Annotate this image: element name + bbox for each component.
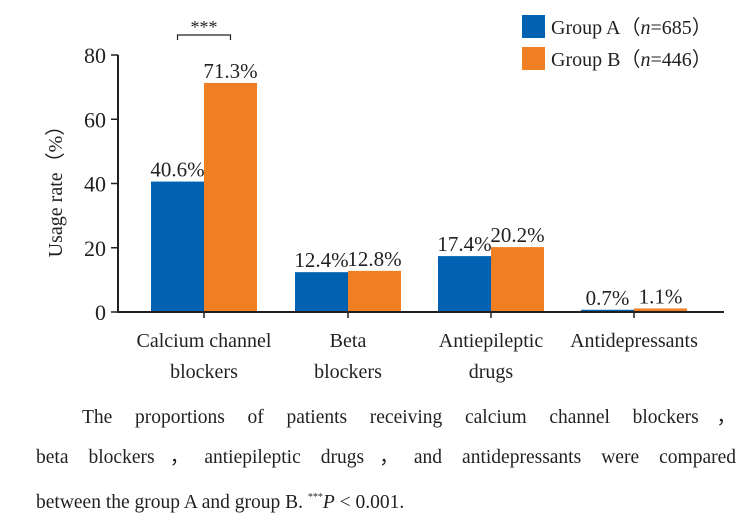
bar-group-a-1: [295, 272, 348, 312]
caption-line-3: between the group A and group B. ***P < …: [36, 478, 736, 523]
y-tick-label-60: 60: [84, 107, 106, 132]
bar-group-a-0: [151, 181, 204, 312]
data-label-group-a-2: 17.4%: [437, 232, 491, 256]
data-label-group-a-1: 12.4%: [294, 248, 348, 272]
bar-group-b-0: [204, 82, 257, 312]
bar-chart: 40.6% 12.4% 17.4% 0.7% 71.3% 12.8% 20.2% 1.1% 0 2…: [44, 15, 724, 383]
y-tick-label-40: 40: [84, 172, 106, 197]
bar-group-a-2: [438, 256, 491, 312]
x-category-label-2-1: drugs: [469, 361, 514, 383]
x-category-label-1-0: Beta: [330, 330, 367, 352]
data-label-group-b-0: 71.3%: [203, 59, 257, 83]
data-label-group-b-3: 1.1%: [639, 284, 683, 308]
legend-label-group-b: Group B（n=446）: [551, 48, 712, 71]
bar-group-b-1: [348, 270, 401, 312]
data-label-group-a-0: 40.6%: [150, 158, 204, 182]
y-tick-label-0: 0: [95, 300, 106, 325]
x-category-label-2-0: Antiepileptic: [439, 330, 544, 352]
legend-swatch-group-a: [522, 15, 545, 38]
data-label-group-a-3: 0.7%: [586, 286, 630, 310]
y-tick-label-80: 80: [84, 43, 106, 68]
x-category-label-3-0: Antidepressants: [570, 330, 698, 352]
y-axis-label: Usage rate（%）: [44, 116, 67, 258]
bar-group-a-3: [581, 309, 634, 312]
figure-caption: The proportions of patients receiving ca…: [36, 398, 736, 523]
y-tick-label-20: 20: [84, 236, 106, 261]
significance-bracket-0: [176, 34, 232, 40]
x-category-label-0-1: blockers: [170, 361, 238, 383]
legend-label-group-a: Group A（n=685）: [551, 16, 712, 39]
p-symbol: P: [322, 492, 335, 513]
x-category-label-0-0: Calcium channel: [137, 330, 272, 352]
data-label-group-b-2: 20.2%: [490, 223, 544, 247]
bar-group-b-3: [634, 308, 687, 312]
significance-marker: ***: [307, 492, 323, 503]
caption-line-3-text: between the group A and group B.: [36, 492, 308, 513]
caption-line-2: beta blockers，antiepileptic drugs，and an…: [36, 447, 736, 468]
caption-line-1: The proportions of patients receiving ca…: [82, 407, 736, 428]
bar-group-b-2: [491, 247, 544, 312]
data-label-group-b-1: 12.8%: [347, 247, 401, 271]
significance-stars-0: ***: [191, 17, 218, 37]
x-category-label-1-1: blockers: [314, 361, 382, 383]
legend-swatch-group-b: [522, 47, 545, 70]
p-value-text: < 0.001.: [334, 492, 405, 513]
